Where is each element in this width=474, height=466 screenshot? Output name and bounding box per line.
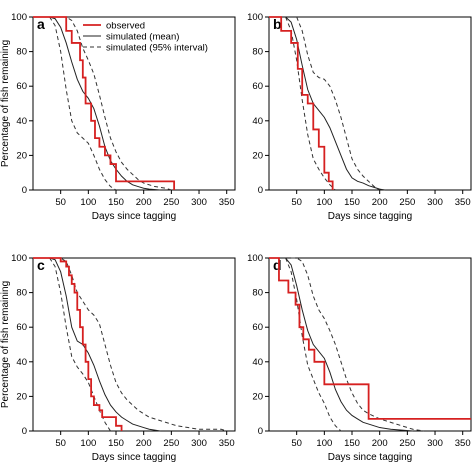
plot-frame: [32, 16, 236, 191]
x-tick-label: 250: [399, 438, 415, 449]
plot-frame: [268, 257, 472, 432]
x-tick-label: 150: [344, 197, 360, 208]
simulated-interval-line: [49, 16, 117, 191]
y-tick-label: 60: [252, 81, 263, 92]
simulated-interval-line: [285, 257, 342, 432]
x-tick-label: 350: [455, 438, 471, 449]
x-tick-label: 150: [344, 438, 360, 449]
y-tick-label: 0: [258, 185, 263, 196]
y-tick-label: 40: [16, 116, 27, 127]
simulated-interval-line: [285, 16, 336, 191]
y-axis-title: Percentage of fish remaining: [0, 281, 11, 408]
x-tick-label: 50: [55, 438, 66, 449]
x-tick-label: 200: [372, 197, 388, 208]
x-tick-label: 150: [108, 197, 124, 208]
observed-series-line: [269, 257, 471, 420]
y-tick-label: 80: [16, 47, 27, 58]
y-tick-label: 100: [11, 12, 27, 23]
x-tick-label: 350: [219, 197, 235, 208]
x-tick-label: 100: [80, 438, 96, 449]
y-tick-label: 60: [16, 322, 27, 333]
x-axis-title: Days since tagging: [92, 211, 177, 222]
x-axis-title: Days since tagging: [328, 452, 413, 463]
plot-frame: [268, 16, 472, 191]
y-tick-label: 20: [252, 391, 263, 402]
x-axis-title: Days since tagging: [328, 211, 413, 222]
x-tick-label: 350: [219, 438, 235, 449]
plot-frame: [32, 257, 236, 432]
panel-letter: d: [273, 257, 282, 273]
y-tick-label: 100: [11, 253, 27, 264]
observed-series-line: [33, 16, 176, 190]
x-tick-label: 300: [191, 438, 207, 449]
simulated-interval-line: [291, 257, 425, 432]
panel-a: a 50 100 150 200 250 300 350 0 20 40 60 80 100 Days si…: [0, 12, 236, 222]
y-tick-label: 60: [252, 322, 263, 333]
y-tick-label: 80: [252, 47, 263, 58]
panel-letter: a: [37, 16, 45, 32]
x-tick-label: 200: [372, 438, 388, 449]
panel-letter: c: [37, 257, 45, 273]
panel-c: c 50 100 150 200 250 300 350 0 20 40 60 80 100 Days si…: [0, 253, 236, 463]
x-tick-label: 50: [291, 197, 302, 208]
x-tick-label: 50: [55, 197, 66, 208]
y-axis-title: Percentage of fish remaining: [0, 40, 11, 167]
y-tick-label: 20: [252, 150, 263, 161]
simulated-mean-line: [285, 16, 386, 191]
legend-label: observed: [106, 21, 145, 32]
simulated-mean-line: [49, 16, 161, 191]
x-tick-label: 100: [316, 438, 332, 449]
y-tick-label: 40: [252, 357, 263, 368]
legend-label: simulated (95% interval): [106, 43, 208, 54]
y-tick-label: 40: [252, 116, 263, 127]
x-tick-label: 300: [427, 438, 443, 449]
x-tick-label: 150: [108, 438, 124, 449]
x-tick-label: 100: [80, 197, 96, 208]
panel-b: b 50 100 150 200 250 300 350 0 20 40 60 80 100 Days si…: [247, 12, 472, 222]
observed-series-line: [269, 16, 334, 190]
x-tick-label: 250: [163, 438, 179, 449]
simulated-interval-line: [49, 257, 111, 432]
x-tick-label: 200: [136, 438, 152, 449]
x-tick-label: 50: [291, 438, 302, 449]
y-tick-label: 80: [16, 288, 27, 299]
x-tick-label: 250: [399, 197, 415, 208]
y-tick-label: 80: [252, 288, 263, 299]
simulated-mean-line: [49, 257, 161, 432]
x-tick-label: 350: [455, 197, 471, 208]
panel-letter: b: [273, 16, 282, 32]
y-tick-label: 20: [16, 391, 27, 402]
y-tick-label: 100: [247, 253, 263, 264]
x-axis-title: Days since tagging: [92, 452, 177, 463]
simulated-mean-line: [285, 257, 413, 432]
y-tick-label: 20: [16, 150, 27, 161]
legend-label: simulated (mean): [106, 32, 179, 43]
y-tick-label: 0: [22, 426, 27, 437]
observed-series-line: [33, 257, 123, 431]
x-tick-label: 200: [136, 197, 152, 208]
x-tick-label: 250: [163, 197, 179, 208]
y-tick-label: 100: [247, 12, 263, 23]
y-tick-label: 0: [258, 426, 263, 437]
x-tick-label: 300: [191, 197, 207, 208]
y-tick-label: 60: [16, 81, 27, 92]
x-tick-label: 100: [316, 197, 332, 208]
panel-d: d 50 100 150 200 250 300 350 0 20 40 60 80 100 Days si…: [247, 253, 472, 463]
simulated-interval-line: [55, 257, 227, 432]
y-tick-label: 40: [16, 357, 27, 368]
y-tick-label: 0: [22, 185, 27, 196]
x-tick-label: 300: [427, 197, 443, 208]
simulated-interval-line: [55, 16, 172, 191]
